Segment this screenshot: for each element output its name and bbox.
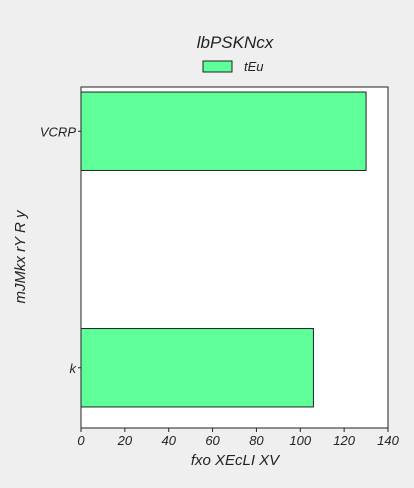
bars-group xyxy=(80,91,367,408)
x-ticks: 0 20 40 60 80 100 120 140 xyxy=(77,428,400,448)
x-tick-label-0: 0 xyxy=(77,433,85,448)
x-tick-label-80: 80 xyxy=(249,433,264,448)
chart-title: lbPSKNcx xyxy=(197,33,274,52)
bar-vcrp xyxy=(80,91,367,171)
x-tick-label-20: 20 xyxy=(117,433,133,448)
legend-label: tEu xyxy=(244,59,264,74)
x-axis-label: fxo XEcLI XV xyxy=(191,452,281,469)
y-tick-label-vcrp: VCRP xyxy=(40,124,76,139)
bar-k xyxy=(80,328,314,408)
y-tick-labels: VCRP k xyxy=(40,124,81,376)
legend: tEu xyxy=(202,59,264,74)
x-tick-label-140: 140 xyxy=(377,433,399,448)
x-tick-label-100: 100 xyxy=(289,433,311,448)
x-tick-label-40: 40 xyxy=(161,433,176,448)
x-tick-label-120: 120 xyxy=(333,433,355,448)
x-tick-label-60: 60 xyxy=(205,433,220,448)
legend-swatch xyxy=(202,60,233,73)
y-tick-label-k: k xyxy=(70,361,78,376)
y-axis-label: mJMkx rY R y xyxy=(12,209,29,304)
